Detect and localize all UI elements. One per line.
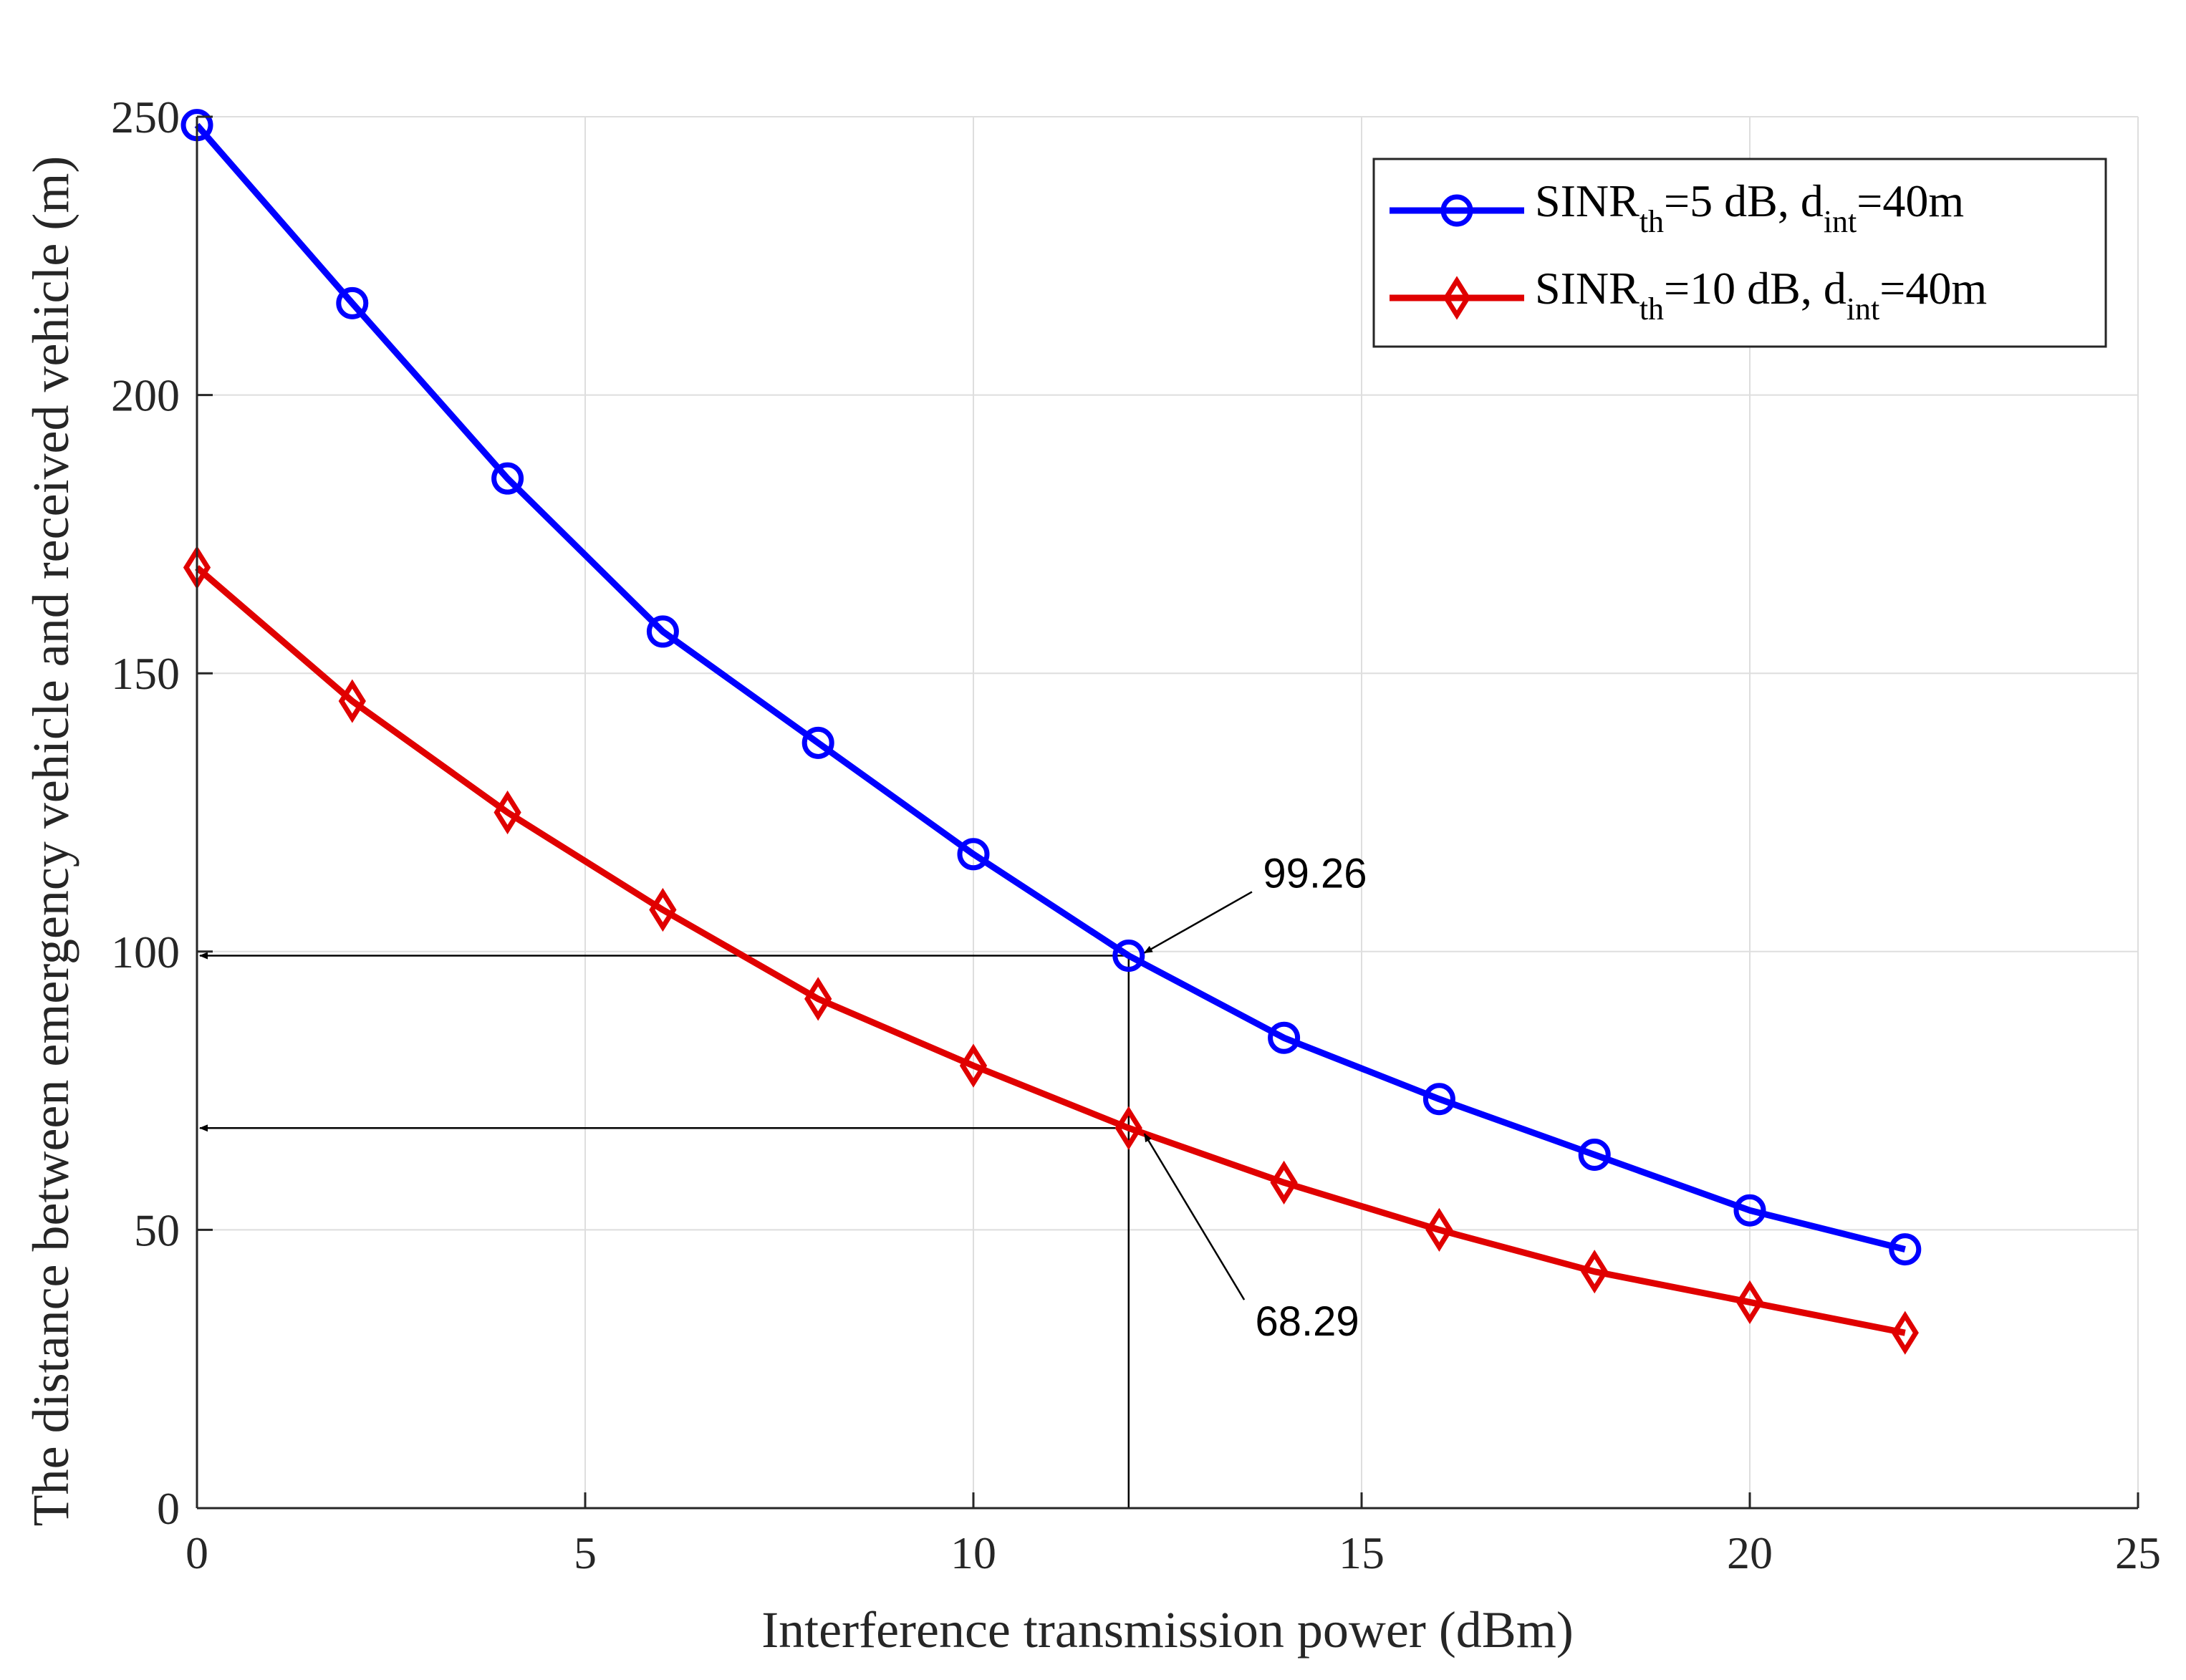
- data-point: [491, 462, 524, 495]
- legend-label-base: SINR: [1535, 175, 1640, 226]
- annotations: 99.26 68.29: [1143, 850, 1367, 1345]
- y-tick-label: 0: [157, 1483, 180, 1534]
- data-point: [1889, 1233, 1922, 1266]
- data-point: [1733, 1194, 1766, 1227]
- series-layer: [180, 109, 1922, 1355]
- legend-label-subscript: th: [1640, 291, 1664, 327]
- data-point: [1735, 1280, 1764, 1325]
- legend-box: [1372, 158, 2107, 348]
- x-tick-label: 10: [950, 1527, 996, 1578]
- data-point: [801, 726, 834, 759]
- legend-label-subscript: th: [1640, 204, 1664, 239]
- annotation: 68.29: [1143, 1133, 1359, 1345]
- x-tick-label: 5: [574, 1527, 597, 1578]
- svg-text:SINRth=10 dB, dint=40m: SINRth=10 dB, dint=40m: [1535, 263, 1987, 327]
- data-point: [1578, 1138, 1611, 1171]
- x-axis-label: Interference transmission power (dBm): [761, 1601, 1574, 1659]
- legend-label-mid: =10 dB, d: [1664, 263, 1846, 314]
- svg-text:SINRth=5 dB, dint=40m: SINRth=5 dB, dint=40m: [1535, 175, 1964, 239]
- x-tick-label: 15: [1339, 1527, 1385, 1578]
- data-point: [1422, 1083, 1455, 1116]
- axes: [196, 115, 2139, 1510]
- annotation-label: 99.26: [1263, 850, 1367, 897]
- data-point: [493, 790, 521, 835]
- reference-lines: [199, 952, 1130, 1508]
- data-point: [336, 286, 369, 319]
- annotation-arrow: [1143, 891, 1253, 954]
- y-tick-label: 50: [134, 1205, 180, 1255]
- y-tick-label: 150: [111, 648, 180, 699]
- legend-entry-blue: SINRth=5 dB, dint=40m: [1390, 175, 1964, 239]
- y-tick-label: 100: [111, 927, 180, 977]
- x-tick-label: 0: [186, 1527, 208, 1578]
- series-line: [194, 122, 1906, 1252]
- series-line: [195, 565, 1906, 1336]
- data-point: [957, 838, 990, 871]
- data-point: [1891, 1310, 1919, 1355]
- legend: SINRth=5 dB, dint=40m SINRth=10 dB, dint…: [1372, 158, 2107, 348]
- series-blue: [180, 109, 1922, 1266]
- legend-marker: [1440, 194, 1473, 227]
- legend-label-tail: =40m: [1879, 263, 1987, 314]
- data-point: [646, 615, 679, 648]
- legend-label-mid: =5 dB, d: [1664, 175, 1824, 226]
- data-point: [1270, 1160, 1298, 1205]
- legend-entry-red: SINRth=10 dB, dint=40m: [1390, 263, 1987, 327]
- data-point: [1268, 1021, 1301, 1054]
- legend-label-subscript: int: [1824, 204, 1857, 239]
- data-point: [1114, 1106, 1142, 1150]
- annotation: 99.26: [1143, 850, 1367, 954]
- y-axis-label: The distance between emergency vehicle a…: [22, 156, 80, 1527]
- x-tick-label: 20: [1727, 1527, 1773, 1578]
- data-point: [1112, 940, 1145, 972]
- data-point: [1425, 1207, 1453, 1252]
- y-tick-label: 250: [111, 92, 180, 143]
- x-tick-label: 25: [2115, 1527, 2161, 1578]
- data-point: [804, 977, 832, 1021]
- legend-label-base: SINR: [1535, 263, 1640, 314]
- annotation-label: 68.29: [1256, 1298, 1359, 1345]
- legend-marker: [1443, 276, 1471, 320]
- y-tick-label: 200: [111, 370, 180, 421]
- data-point: [1581, 1250, 1609, 1294]
- grid-lines: [197, 116, 2139, 1508]
- data-point: [338, 679, 366, 723]
- legend-label-tail: =40m: [1857, 175, 1964, 226]
- series-red: [183, 545, 1919, 1355]
- data-point: [959, 1043, 988, 1088]
- data-point: [649, 887, 677, 932]
- annotation-arrow: [1143, 1133, 1246, 1300]
- legend-label-subscript: int: [1846, 291, 1879, 327]
